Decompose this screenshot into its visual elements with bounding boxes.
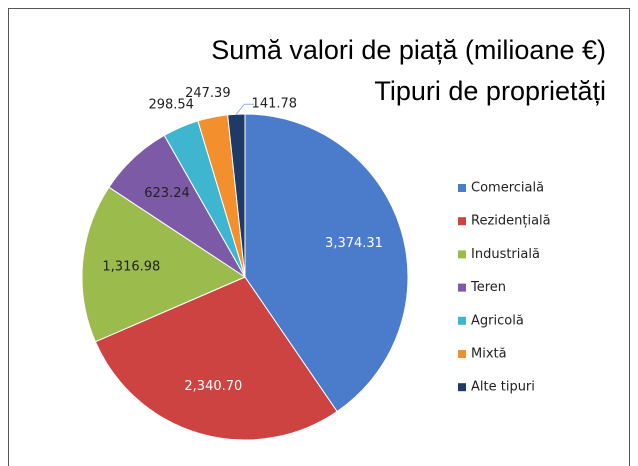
legend-label: Mixtă: [471, 347, 507, 362]
data-label: 141.78: [252, 97, 298, 112]
legend-label: Alte tipuri: [471, 380, 535, 395]
legend-label: Industrială: [471, 247, 540, 262]
legend-swatch: [458, 283, 466, 292]
legend-swatch: [458, 316, 466, 325]
legend-label: Teren: [470, 280, 506, 295]
chart-title: Sumă valori de piață (milioane €): [211, 35, 606, 65]
data-label: 2,340.70: [184, 379, 242, 394]
legend-label: Rezidențială: [471, 214, 551, 229]
legend-swatch: [458, 217, 466, 226]
pie-slice: [227, 113, 246, 278]
chart-subtitle: Tipuri de proprietăți: [374, 76, 606, 106]
pie-slice: [81, 186, 247, 343]
pie-slice: [244, 113, 409, 413]
data-label: 298.54: [148, 98, 194, 113]
legend-swatch: [458, 250, 466, 259]
legend-swatch: [458, 184, 466, 192]
legend-swatch: [458, 383, 466, 392]
legend-swatch: [458, 350, 466, 358]
pie-slice: [94, 276, 338, 441]
data-label: 1,316.98: [102, 260, 160, 275]
data-label: 623.24: [144, 186, 190, 201]
legend-label: Comercială: [471, 181, 544, 196]
data-label: 247.39: [185, 86, 231, 101]
legend-label: Agricolă: [471, 313, 524, 328]
data-label: 3,374.31: [325, 236, 383, 251]
leader-line: [235, 103, 255, 115]
